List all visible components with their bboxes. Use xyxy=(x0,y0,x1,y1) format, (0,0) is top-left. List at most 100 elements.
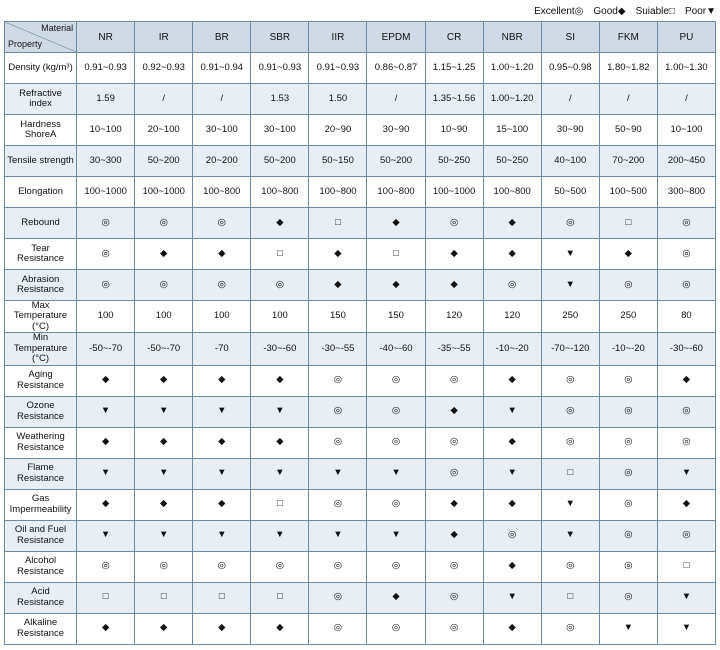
data-cell: ◎ xyxy=(367,613,425,644)
data-cell: ◎ xyxy=(483,520,541,551)
data-cell: ▼ xyxy=(541,239,599,270)
data-cell: ▼ xyxy=(135,396,193,427)
data-cell: ◎ xyxy=(193,208,251,239)
data-cell: 10~90 xyxy=(425,115,483,146)
data-cell: ◆ xyxy=(367,582,425,613)
data-cell: ◎ xyxy=(309,396,367,427)
data-cell: ◎ xyxy=(309,613,367,644)
data-cell: 300~800 xyxy=(657,177,715,208)
data-cell: □ xyxy=(657,551,715,582)
data-cell: 150 xyxy=(309,301,367,333)
data-cell: -10~-20 xyxy=(599,333,657,365)
data-cell: / xyxy=(135,84,193,115)
data-cell: 10~100 xyxy=(77,115,135,146)
data-cell: ◎ xyxy=(657,270,715,301)
data-cell: 100~1000 xyxy=(135,177,193,208)
material-header: SI xyxy=(541,22,599,53)
data-cell: ◎ xyxy=(367,396,425,427)
legend-item: Poor▼ xyxy=(685,6,716,17)
data-cell: -30~-60 xyxy=(251,333,309,365)
data-cell: ▼ xyxy=(77,520,135,551)
data-cell: 50~200 xyxy=(367,146,425,177)
data-cell: ▼ xyxy=(135,520,193,551)
data-cell: ▼ xyxy=(251,458,309,489)
data-cell: -35~-55 xyxy=(425,333,483,365)
data-cell: ◆ xyxy=(657,365,715,396)
data-cell: ▼ xyxy=(77,396,135,427)
data-cell: ▼ xyxy=(657,458,715,489)
data-cell: 1.50 xyxy=(309,84,367,115)
data-cell: 0.91~0.93 xyxy=(309,53,367,84)
corner-cell: Material Property xyxy=(5,22,77,53)
data-cell: ▼ xyxy=(193,458,251,489)
data-cell: 50~200 xyxy=(251,146,309,177)
data-cell: ▼ xyxy=(77,458,135,489)
data-cell: ◆ xyxy=(599,239,657,270)
data-cell: 1.00~1.20 xyxy=(483,53,541,84)
table-row: Acid Resistance□□□□◎◆◎▼□◎▼ xyxy=(5,582,716,613)
data-cell: □ xyxy=(193,582,251,613)
data-cell: ◎ xyxy=(193,270,251,301)
table-row: Rebound◎◎◎◆□◆◎◆◎□◎ xyxy=(5,208,716,239)
data-cell: ◎ xyxy=(309,551,367,582)
data-cell: ◆ xyxy=(193,427,251,458)
data-cell: / xyxy=(599,84,657,115)
property-label: Alkaline Resistance xyxy=(5,613,77,644)
data-cell: ◎ xyxy=(77,270,135,301)
data-cell: ◎ xyxy=(541,365,599,396)
data-cell: 100 xyxy=(135,301,193,333)
data-cell: -10~-20 xyxy=(483,333,541,365)
data-cell: ◎ xyxy=(425,208,483,239)
data-cell: ◆ xyxy=(251,365,309,396)
legend-item: Suiable□ xyxy=(636,6,675,17)
legend-item: Excellent◎ xyxy=(534,6,583,17)
data-cell: ◎ xyxy=(77,239,135,270)
data-cell: □ xyxy=(135,582,193,613)
material-header: NR xyxy=(77,22,135,53)
material-header: IR xyxy=(135,22,193,53)
property-label: Oil and Fuel Resistance xyxy=(5,520,77,551)
table-row: Flame Resistance▼▼▼▼▼▼◎▼□◎▼ xyxy=(5,458,716,489)
table-row: Oil and Fuel Resistance▼▼▼▼▼▼◆◎▼◎◎ xyxy=(5,520,716,551)
data-cell: ◎ xyxy=(251,270,309,301)
data-cell: ◆ xyxy=(425,396,483,427)
data-cell: 100 xyxy=(251,301,309,333)
data-cell: ◆ xyxy=(193,489,251,520)
data-cell: ◎ xyxy=(425,427,483,458)
data-cell: ◎ xyxy=(541,427,599,458)
material-header: CR xyxy=(425,22,483,53)
table-row: Elongation100~1000100~1000100~800100~800… xyxy=(5,177,716,208)
table-row: Alkaline Resistance◆◆◆◆◎◎◎◆◎▼▼ xyxy=(5,613,716,644)
data-cell: ◎ xyxy=(599,458,657,489)
table-row: Density (kg/m³)0.91~0.930.92~0.930.91~0.… xyxy=(5,53,716,84)
data-cell: ▼ xyxy=(657,613,715,644)
table-row: Max Temperature (°C)10010010010015015012… xyxy=(5,301,716,333)
data-cell: ◆ xyxy=(135,239,193,270)
data-cell: ◎ xyxy=(309,582,367,613)
data-cell: ◎ xyxy=(309,365,367,396)
material-header: PU xyxy=(657,22,715,53)
table-row: Tensile strength30~30050~20020~20050~200… xyxy=(5,146,716,177)
data-cell: ▼ xyxy=(251,520,309,551)
property-label: Max Temperature (°C) xyxy=(5,301,77,333)
data-cell: ◆ xyxy=(483,489,541,520)
table-row: Tear Resistance◎◆◆□◆□◆◆▼◆◎ xyxy=(5,239,716,270)
data-cell: 0.91~0.93 xyxy=(251,53,309,84)
data-cell: ◎ xyxy=(309,427,367,458)
table-row: Weathering Resistance◆◆◆◆◎◎◎◆◎◎◎ xyxy=(5,427,716,458)
data-cell: □ xyxy=(541,458,599,489)
property-label: Acid Resistance xyxy=(5,582,77,613)
data-cell: ◎ xyxy=(425,458,483,489)
data-cell: ◎ xyxy=(657,427,715,458)
data-cell: ◎ xyxy=(599,489,657,520)
data-cell: 50~500 xyxy=(541,177,599,208)
data-cell: 100~1000 xyxy=(425,177,483,208)
data-cell: ◎ xyxy=(77,208,135,239)
data-cell: 0.91~0.94 xyxy=(193,53,251,84)
data-cell: ◆ xyxy=(367,208,425,239)
property-label: Flame Resistance xyxy=(5,458,77,489)
data-cell: -50~-70 xyxy=(77,333,135,365)
data-cell: ◆ xyxy=(135,613,193,644)
data-cell: 100~800 xyxy=(309,177,367,208)
data-cell: 30~100 xyxy=(251,115,309,146)
